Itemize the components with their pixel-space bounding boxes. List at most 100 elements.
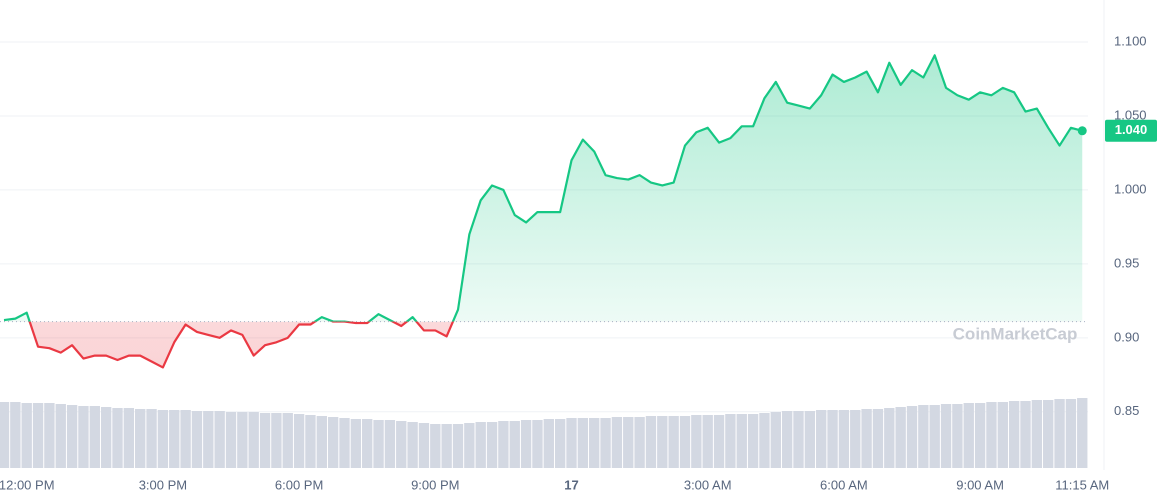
volume-bar (963, 403, 974, 468)
volume-bar (838, 410, 850, 468)
volume-bar (940, 404, 952, 468)
x-tick-label: 6:00 AM (820, 477, 868, 492)
volume-bar (543, 419, 554, 468)
volume-bar (554, 419, 566, 468)
volume-bar (566, 418, 577, 468)
x-tick-label: 9:00 AM (956, 477, 1004, 492)
volume-bar (430, 424, 441, 468)
y-tick-label: 0.95 (1114, 255, 1139, 270)
watermark: CoinMarketCap (953, 324, 1078, 343)
x-tick-label: 3:00 AM (684, 477, 732, 492)
volume-bar (475, 422, 486, 468)
x-tick-label: 12:00 PM (0, 477, 55, 492)
volume-bar (929, 405, 940, 468)
volume-bar (747, 414, 759, 468)
volume-bar (532, 420, 543, 468)
volume-bar (997, 402, 1008, 468)
volume-bar (339, 418, 350, 468)
volume-bar (861, 409, 872, 468)
volume-bar (600, 418, 611, 468)
y-tick-label: 0.90 (1114, 329, 1139, 344)
y-tick-label: 1.000 (1114, 181, 1147, 196)
volume-bar (362, 419, 373, 468)
volume-bar (237, 412, 248, 468)
volume-bar (293, 414, 305, 468)
y-tick-label: 1.050 (1114, 107, 1147, 122)
volume-bar (1065, 399, 1077, 468)
x-tick-label: 6:00 PM (275, 477, 323, 492)
volume-bar (135, 409, 146, 468)
volume-bar (78, 406, 89, 468)
volume-bar (225, 412, 237, 468)
area-up (4, 55, 1083, 322)
volume-bar (89, 406, 100, 468)
volume-bar (589, 418, 600, 468)
volume-bar (100, 407, 112, 468)
volume-bar (827, 410, 838, 468)
volume-bar (804, 411, 816, 468)
volume-bar (169, 410, 180, 468)
area-down (29, 321, 453, 368)
volume-bar (157, 410, 169, 468)
volume-bar (872, 409, 884, 468)
volume-bar (498, 421, 509, 468)
volume-bar (1031, 400, 1043, 468)
volume-bar (316, 416, 327, 468)
volume-bar (55, 404, 66, 468)
volume-bar (373, 420, 384, 468)
x-tick-label: 11:15 AM (1055, 477, 1109, 492)
volume-bar (781, 411, 793, 468)
volume-bar (0, 402, 10, 468)
volume-bar (850, 410, 861, 468)
volume-bar (44, 403, 55, 468)
price-tag-label: 1.040 (1115, 122, 1148, 137)
volume-bar (1020, 401, 1031, 468)
volume-bar (1008, 401, 1020, 468)
volume-bar (679, 416, 691, 468)
volume-bar (259, 413, 271, 468)
volume-bar (66, 405, 78, 468)
y-tick-label: 1.100 (1114, 33, 1147, 48)
volume-bar (657, 416, 668, 468)
volume-bar (1043, 400, 1054, 468)
volume-bar (350, 419, 362, 468)
volume-bar (691, 415, 702, 468)
volume-bar (1077, 398, 1088, 468)
volume-bar (895, 407, 906, 468)
price-line-up (3, 54, 1083, 322)
volume-bar (248, 412, 259, 468)
price-tag (1105, 119, 1157, 142)
volume-bar (623, 417, 634, 468)
y-tick-label: 0.85 (1114, 403, 1139, 418)
volume-bar (759, 413, 770, 468)
volume-bar (112, 408, 123, 468)
volume-bar (464, 423, 475, 468)
volume-bar (668, 416, 679, 468)
volume-bar (952, 404, 963, 468)
volume-bar (203, 411, 214, 468)
volume-bar (214, 411, 225, 468)
volume-bar (123, 408, 135, 468)
volume-bar (191, 411, 203, 468)
volume-bar (974, 403, 986, 468)
volume-bar (918, 405, 929, 468)
volume-bar (21, 403, 32, 468)
volume-bar (736, 414, 747, 468)
volume-bar (713, 415, 725, 468)
volume-bar (634, 417, 645, 468)
volume-bar (282, 413, 293, 468)
volume-bar (793, 411, 804, 468)
volume-bar (305, 415, 316, 468)
volume-bar (986, 402, 997, 468)
volume-bar (407, 422, 418, 468)
volume-bar (509, 421, 520, 468)
volume-bar (725, 414, 736, 468)
volume-bar (884, 408, 895, 468)
volume-bar (441, 424, 452, 468)
volume-bar (384, 420, 396, 468)
volume-bar (770, 412, 781, 468)
volume-bar (10, 402, 21, 468)
x-tick-label: 3:00 PM (139, 477, 187, 492)
last-point (1077, 126, 1087, 136)
